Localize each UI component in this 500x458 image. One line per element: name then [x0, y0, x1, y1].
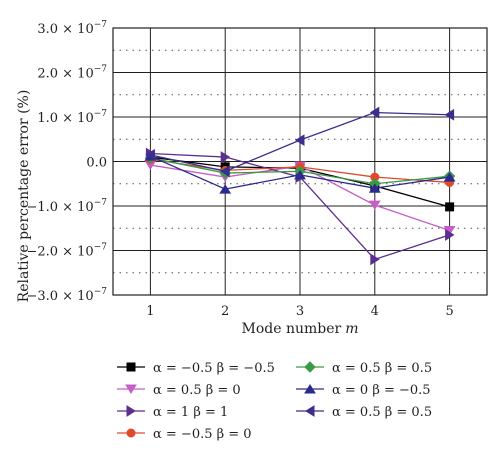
legend-label: α = 0.5 β = 0.5 [332, 361, 432, 376]
data-point [370, 253, 380, 266]
legend-label: α = 0.5 β = 0 [153, 383, 241, 398]
data-point [220, 151, 231, 163]
legend: α = −0.5 β = −0.5 α = 0.5 β = 0.5 α = 0.5 … [117, 361, 432, 442]
legend-item: α = 0.5 β = 0.5 [296, 405, 432, 420]
y-tick-label: 0.0 [86, 156, 107, 171]
x-axis-ticks: 1 2 3 4 5 [146, 304, 453, 319]
y-tick-label: −3.0 × 10−7 [26, 287, 107, 304]
data-point [295, 134, 305, 147]
x-axis-label-variable: m [345, 321, 358, 337]
y-tick-label: −2.0 × 10−7 [26, 243, 107, 260]
y-axis-label: Relative percentage error (%) [16, 90, 32, 303]
legend-label: α = −0.5 β = −0.5 [153, 361, 275, 376]
x-tick-label: 2 [221, 304, 229, 319]
legend-swatch-marker [126, 405, 136, 417]
data-point [368, 200, 381, 211]
y-tick-label-exponent: −7 [94, 198, 108, 208]
legend-item: α = 0.5 β = 0 [117, 383, 241, 398]
y-tick-label-base: 1.0 × 10 [37, 111, 93, 126]
y-tick-label-exponent: −7 [94, 287, 108, 297]
legend-item: α = −0.5 β = −0.5 [117, 361, 275, 376]
data-point [294, 169, 306, 180]
y-tick-label-exponent: −7 [94, 109, 108, 119]
legend-label: α = −0.5 β = 0 [153, 427, 252, 442]
y-tick-label: 3.0 × 10−7 [37, 20, 107, 37]
series-7 [145, 106, 455, 178]
y-tick-label-base: 3.0 × 10 [37, 22, 93, 37]
y-axis-ticks: 3.0 × 10−72.0 × 10−71.0 × 10−70.0−1.0 × … [26, 20, 107, 304]
x-tick-label: 4 [371, 304, 379, 319]
legend-label: α = 1 β = 1 [153, 405, 228, 420]
y-tick-label: 1.0 × 10−7 [37, 109, 107, 126]
data-point [444, 108, 455, 121]
legend-swatch-marker [304, 361, 316, 373]
data-point [220, 165, 230, 178]
x-tick-label: 3 [296, 304, 304, 319]
legend-label: α = 0 β = −0.5 [332, 383, 431, 398]
legend-item: α = −0.5 β = 0 [117, 427, 252, 442]
x-tick-label: 5 [445, 304, 453, 319]
data-point [443, 172, 456, 182]
legend-swatch-marker [125, 384, 137, 394]
y-tick-label-exponent: −7 [94, 20, 108, 30]
x-axis-label-text: Mode number [242, 321, 342, 337]
data-point [368, 183, 381, 193]
x-tick-label: 1 [146, 304, 154, 319]
y-tick-label-base: −3.0 × 10 [26, 289, 93, 304]
plot-frame [112, 27, 488, 296]
y-tick-label-base: −1.0 × 10 [26, 200, 93, 215]
y-tick-label: −1.0 × 10−7 [26, 198, 107, 215]
plot-border [112, 27, 488, 296]
x-axis-label: Mode number m [242, 321, 359, 337]
legend-swatch-marker [126, 428, 136, 438]
legend-label: α = 0.5 β = 0.5 [332, 405, 432, 420]
y-tick-label-base: 2.0 × 10 [37, 67, 93, 82]
legend-item: α = 0.5 β = 0.5 [296, 361, 432, 376]
y-tick-label-exponent: −7 [94, 65, 108, 75]
data-point [219, 184, 232, 194]
legend-item: α = 0 β = −0.5 [296, 383, 431, 398]
legend-swatch-marker [126, 362, 136, 372]
data-point [369, 106, 380, 119]
y-tick-label: 2.0 × 10−7 [37, 65, 107, 82]
data-point [145, 148, 155, 161]
legend-item: α = 1 β = 1 [117, 405, 228, 420]
legend-swatch-marker [304, 384, 316, 394]
y-tick-label-base: −2.0 × 10 [26, 245, 93, 260]
data-point [445, 229, 455, 241]
data-point [445, 202, 455, 212]
legend-swatch-marker [305, 405, 315, 417]
y-tick-label-exponent: −7 [94, 243, 108, 253]
data-series [144, 106, 456, 266]
y-tick-label-base: 0.0 [86, 156, 107, 171]
